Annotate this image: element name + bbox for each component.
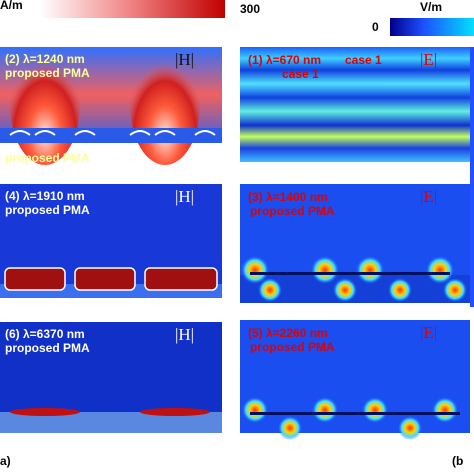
- material-label: proposed PMA: [5, 66, 90, 80]
- panel-label: (5) λ=2260 nm: [248, 326, 328, 340]
- panel-label: (1) λ=670 nm: [248, 53, 321, 67]
- h-max: 300: [240, 2, 260, 16]
- field-label: |E|: [420, 323, 437, 342]
- panel-label: (2) λ=1240 nm: [5, 52, 85, 66]
- field-label: |E|: [420, 50, 437, 69]
- field-label: |H|: [175, 187, 194, 206]
- e-unit: V/m: [420, 0, 442, 14]
- subfigure-label: (b: [452, 454, 463, 468]
- panel-label: (6) λ=6370 nm: [5, 327, 85, 341]
- field-label: |E|: [420, 187, 437, 206]
- subfigure-label: a): [0, 454, 11, 468]
- panel-h1: [0, 45, 222, 165]
- h-unit: A/m: [0, 0, 23, 12]
- e-min: 0: [372, 20, 379, 34]
- panel-h3: [0, 322, 222, 433]
- material-label: proposed PMA: [250, 204, 335, 218]
- material-label: case 1: [345, 53, 382, 67]
- e-colorbar: [390, 18, 474, 36]
- side-colorbar: [470, 47, 474, 307]
- panel-e3: [240, 320, 470, 440]
- panel-label: (3) λ=1400 nm: [248, 190, 328, 204]
- h-colorbar: [40, 0, 225, 18]
- panel-h2: [0, 184, 222, 298]
- panel-e1: [240, 47, 470, 162]
- field-label: |H|: [175, 325, 194, 344]
- material-label: proposed PMA: [250, 340, 335, 354]
- extra-label: proposed PMA: [5, 151, 90, 165]
- material-label: proposed PMA: [5, 341, 90, 355]
- field-label: |H|: [175, 50, 194, 69]
- extra-label: case 1: [282, 67, 319, 81]
- panel-e2: [240, 184, 470, 303]
- material-label: proposed PMA: [5, 203, 90, 217]
- panel-label: (4) λ=1910 nm: [5, 189, 85, 203]
